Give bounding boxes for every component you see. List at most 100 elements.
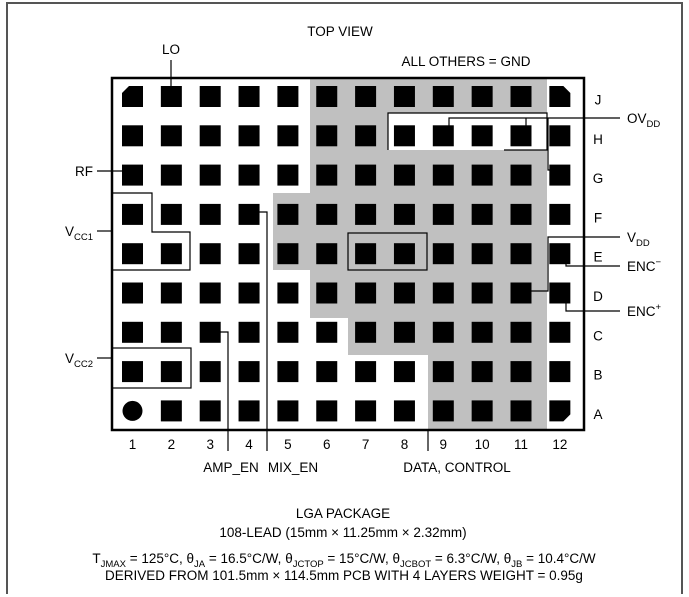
pad-B12 [549,361,571,383]
pad-J7 [355,86,377,107]
pad-F11 [510,203,532,225]
pad-J9 [432,86,454,107]
vcc1-label: VCC1 [65,224,93,243]
pad-G2 [160,164,182,186]
pad-E11 [510,243,532,265]
pad-F3 [199,203,221,225]
pad-H3 [199,125,221,147]
pad-G9 [432,164,454,186]
pad-A4 [238,400,260,422]
pad-D8 [393,282,415,304]
rf-label: RF [75,164,93,179]
column-label-10: 10 [475,437,490,452]
pad-H7 [355,125,377,147]
column-label-4: 4 [245,437,253,452]
lo-label: LO [162,42,180,57]
pad-A1 [122,400,143,421]
enc-plus-leader [565,291,620,312]
pad-B8 [393,361,415,383]
vcc1-group-outline [112,192,191,271]
leader-lines [97,60,620,451]
pad-F9 [432,203,454,225]
pad-A3 [199,400,221,422]
pad-D12 [549,282,571,304]
column-label-3: 3 [206,437,214,452]
column-labels: 1 2 3 4 5 6 7 8 9 10 11 12 [129,437,568,452]
mix-en-label: MIX_EN [268,460,318,475]
pad-B3 [199,361,221,383]
pad-E6 [316,243,338,265]
pad-B10 [471,361,493,383]
pad-D10 [471,282,493,304]
pad-D7 [355,282,377,304]
vcc2-group-outline [111,347,192,389]
pad-J4 [238,86,260,107]
derived-note: DERIVED FROM 101.5mm × 114.5mm PCB WITH … [105,568,583,583]
row-label-B: B [593,368,602,383]
pad-H5 [277,125,299,147]
pad-F6 [316,203,338,225]
pad-F12 [549,203,571,225]
pad-D9 [432,282,454,304]
pad-A5 [277,400,299,422]
pad-H11 [510,125,532,147]
pad-F1 [122,203,143,225]
pad-J6 [316,86,338,107]
pad-E2 [160,243,182,265]
pad-D4 [238,282,260,304]
vcc2-label: VCC2 [65,351,93,370]
column-label-1: 1 [129,437,137,452]
column-label-7: 7 [362,437,370,452]
row-label-F: F [594,210,602,225]
pad-A6 [316,400,338,422]
pad-C5 [277,321,299,343]
pad-J1 [122,86,143,107]
pad-B7 [355,361,377,383]
pad-E7 [355,243,377,265]
pad-J3 [199,86,221,107]
pad-G10 [471,164,493,186]
pad-grid [122,86,571,422]
enc-plus-label: ENC+ [627,302,662,319]
row-label-D: D [593,289,603,304]
pad-G8 [393,164,415,186]
column-label-12: 12 [552,437,567,452]
pad-G5 [277,164,299,186]
pad-J10 [471,86,493,107]
pad-J5 [277,86,299,107]
pad-D6 [316,282,338,304]
pad-G7 [355,164,377,186]
pad-H6 [316,125,338,147]
ovdd-cutout [388,113,547,150]
pad-C10 [471,321,493,343]
data-control-label: DATA, CONTROL [403,460,511,475]
ovdd-group-outline [387,112,548,151]
pad-J2 [160,86,182,107]
pad-D1 [122,282,143,304]
vdd-label: VDD [627,230,650,249]
vdd-leader [526,236,620,292]
pad-B11 [510,361,532,383]
pad-H2 [160,125,182,147]
pad-D3 [199,282,221,304]
pad-A12 [549,400,571,422]
pad-H10 [471,125,493,147]
pad-H4 [238,125,260,147]
ovdd-label: OVDD [627,111,660,130]
figure-frame [6,2,683,594]
pad-D2 [160,282,182,304]
pad-B2 [160,361,182,383]
pad-A7 [355,400,377,422]
column-label-6: 6 [323,437,331,452]
pad-A11 [510,400,532,422]
pad-F4 [238,203,260,225]
pad-E12 [549,243,571,265]
row-label-A: A [593,407,602,422]
enc-minus-label: ENC− [627,257,662,274]
ovdd-leader-3 [547,118,566,171]
amp-en-label: AMP_EN [203,460,259,475]
pad-G6 [316,164,338,186]
pad-J8 [393,86,415,107]
pad-G11 [510,164,532,186]
